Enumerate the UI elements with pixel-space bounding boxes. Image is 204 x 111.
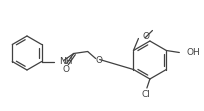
- Text: OH: OH: [186, 48, 200, 57]
- Text: Cl: Cl: [141, 89, 150, 98]
- Text: O: O: [62, 65, 69, 74]
- Text: O: O: [142, 32, 150, 41]
- Text: NH: NH: [59, 56, 72, 65]
- Text: O: O: [95, 56, 102, 64]
